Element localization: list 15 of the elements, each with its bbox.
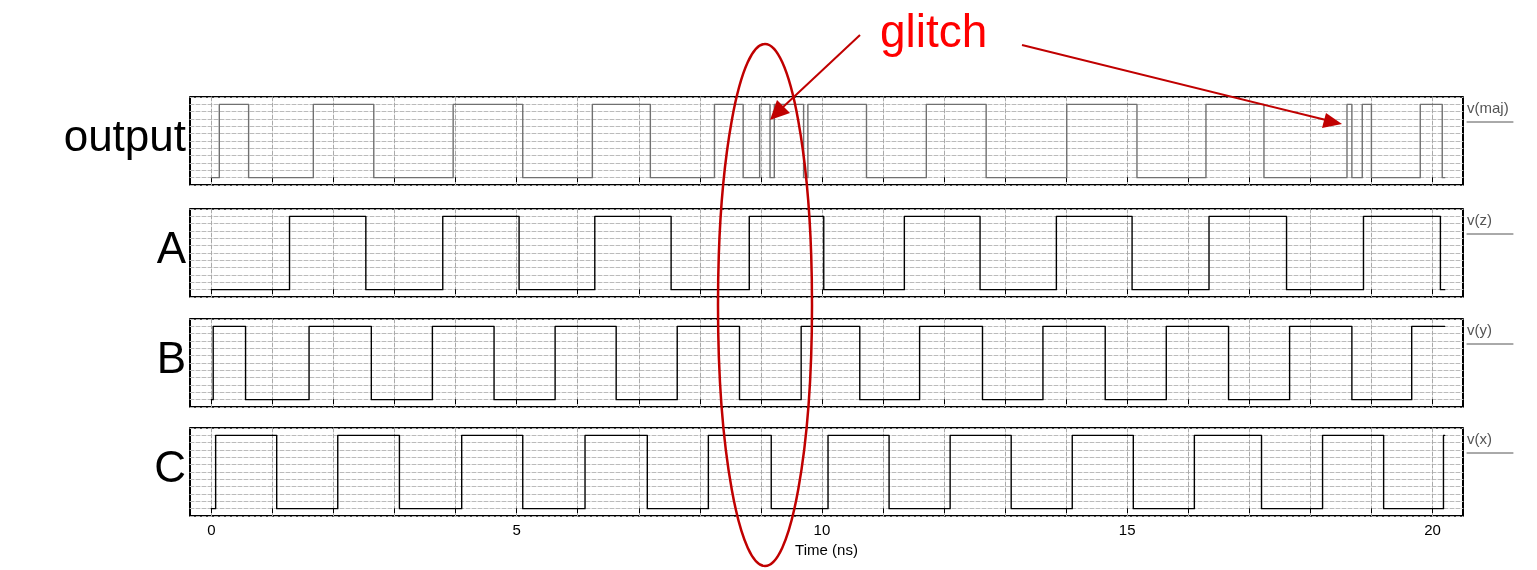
y-axis-title: B [156, 333, 186, 383]
y-axis-title: output [63, 111, 186, 161]
x-tick-label: 10 [813, 521, 831, 538]
x-tick-label: 20 [1424, 521, 1441, 538]
x-axis-title: Time (ns) [795, 540, 858, 558]
series-label: v(y) [1467, 321, 1492, 338]
series-label: v(maj) [1467, 99, 1509, 116]
y-axis-title: C [154, 442, 186, 492]
x-tick-label: 0 [207, 521, 216, 538]
y-axis-title: A [156, 223, 186, 273]
x-tick-label: 15 [1118, 521, 1136, 538]
x-tick-label: 5 [512, 521, 521, 538]
series-label: v(x) [1467, 430, 1492, 447]
text: glitch [880, 4, 988, 58]
series-label: v(z) [1467, 211, 1492, 228]
